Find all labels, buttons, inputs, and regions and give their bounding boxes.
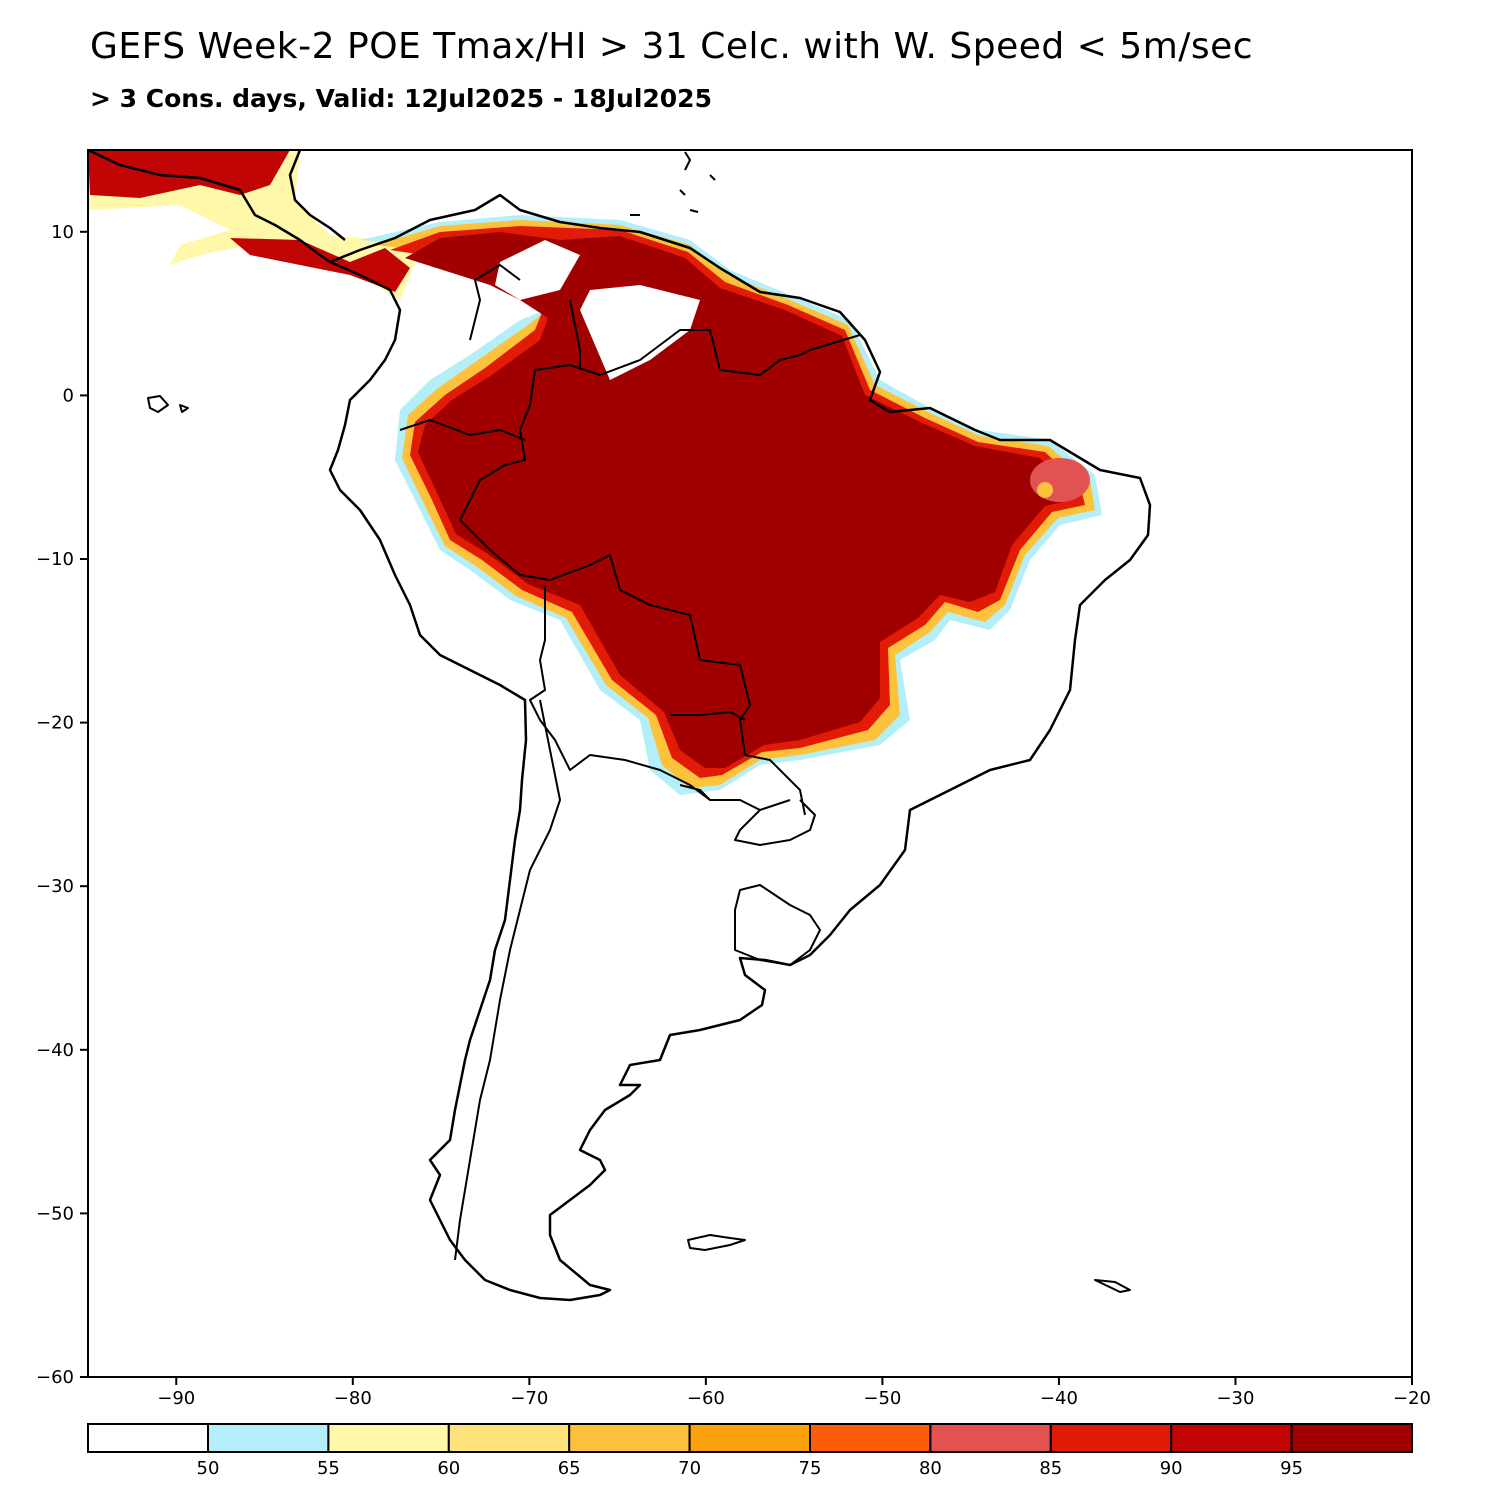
legend-swatch (447, 1423, 571, 1453)
y-tick-label: −60 (36, 1367, 74, 1388)
legend-swatch (207, 1423, 330, 1453)
y-axis: 10 0 −10 −20 −30 −40 −50 −60 (36, 222, 88, 1388)
legend-swatch (688, 1423, 811, 1453)
legend-swatch (809, 1423, 932, 1453)
legend-label: 75 (799, 1458, 822, 1479)
legend-swatch (87, 1423, 209, 1453)
legend-swatch (568, 1423, 691, 1453)
x-tick-label: −90 (157, 1388, 195, 1409)
legend-label: 95 (1280, 1458, 1303, 1479)
y-tick-label: 0 (63, 385, 74, 406)
legend-label: 85 (1039, 1458, 1062, 1479)
plot-frame (87, 149, 1413, 1378)
south-america-coast (328, 193, 1152, 1302)
y-tick-label: −20 (36, 713, 74, 734)
coastlines (88, 150, 1152, 1302)
x-tick-label: −40 (1040, 1388, 1078, 1409)
galapagos (147, 395, 189, 413)
central-america-coast (88, 150, 346, 264)
x-tick-label: −50 (863, 1388, 901, 1409)
map-title: GEFS Week-2 POE Tmax/HI > 31 Celc. with … (90, 26, 1254, 67)
legend-label: 55 (317, 1458, 340, 1479)
y-tick-label: −30 (36, 876, 74, 897)
legend-label: 90 (1160, 1458, 1183, 1479)
legend-label: 65 (558, 1458, 581, 1479)
y-tick-label: 10 (51, 222, 74, 243)
y-tick-label: −50 (36, 1203, 74, 1224)
central-america-heat-core (88, 150, 290, 198)
map-subtitle: > 3 Cons. days, Valid: 12Jul2025 - 18Jul… (90, 84, 712, 113)
legend-label: 80 (919, 1458, 942, 1479)
x-tick-label: −30 (1216, 1388, 1254, 1409)
ne-brazil-heat (1030, 458, 1090, 502)
x-tick-label: −70 (510, 1388, 548, 1409)
color-legend: 50 55 60 65 70 75 80 85 90 95 (87, 1423, 1413, 1479)
legend-swatch (1170, 1423, 1293, 1453)
probability-field (88, 150, 1102, 795)
legend-label: 60 (437, 1458, 460, 1479)
y-tick-label: −40 (36, 1040, 74, 1061)
falkland-islands (687, 1234, 746, 1251)
legend-swatch (327, 1423, 450, 1453)
x-tick-label: −20 (1393, 1388, 1431, 1409)
caribbean-islands (630, 151, 716, 216)
x-tick-label: −60 (687, 1388, 725, 1409)
legend-swatch (1290, 1423, 1413, 1453)
guiana-gap (580, 285, 700, 380)
colombia-gap (400, 280, 470, 380)
legend-swatch (1049, 1423, 1173, 1453)
x-tick-label: −80 (334, 1388, 372, 1409)
country-borders (399, 264, 861, 1261)
legend-label: 70 (678, 1458, 701, 1479)
venezuela-gap (495, 240, 580, 300)
south-georgia (1094, 1279, 1131, 1293)
y-tick-label: −10 (36, 549, 74, 570)
x-axis: −90 −80 −70 −60 −50 −40 −30 −20 (157, 1377, 1431, 1409)
legend-swatch (929, 1423, 1052, 1453)
ne-brazil-spot (1037, 482, 1053, 498)
legend-label: 50 (197, 1458, 220, 1479)
